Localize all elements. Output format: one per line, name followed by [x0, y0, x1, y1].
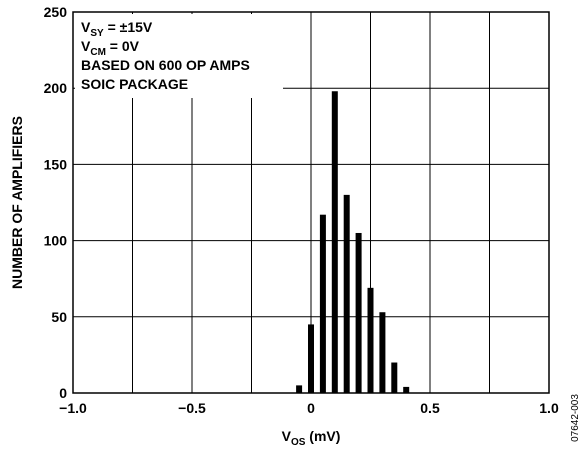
y-tick-label: 0 [59, 385, 67, 401]
x-tick-labels: −1.0 −0.5 0 0.5 1.0 [59, 400, 559, 416]
x-axis-title: VOS (mV) [282, 428, 341, 448]
y-tick-label: 100 [44, 233, 68, 249]
annotation-background [75, 14, 283, 98]
x-tick-label: 0.5 [420, 400, 440, 416]
y-tick-label: 50 [51, 309, 67, 325]
histogram-bar [379, 312, 386, 393]
x-axis-title-subscript: OS [291, 437, 306, 448]
bars-group [296, 91, 410, 394]
y-tick-label: 250 [44, 4, 68, 20]
figure-code: 07642-003 [570, 394, 581, 442]
x-tick-label: −0.5 [178, 400, 206, 416]
annotation-line: SOIC PACKAGE [81, 76, 188, 92]
histogram-bar [355, 232, 362, 393]
annotation-line: VSY = ±15V [81, 19, 153, 39]
x-axis-title-main: V [282, 428, 292, 444]
x-tick-label: 1.0 [539, 400, 559, 416]
x-tick-label: 0 [307, 400, 315, 416]
histogram-bar [343, 194, 350, 393]
x-axis-title-unit: (mV) [305, 428, 340, 444]
histogram-bar [403, 386, 410, 393]
histogram-bar [308, 324, 314, 393]
annotation-line: BASED ON 600 OP AMPS [81, 57, 250, 73]
histogram-bar [331, 91, 338, 394]
histogram-bar [296, 385, 303, 393]
y-axis-title: NUMBER OF AMPLIFIERS [9, 116, 25, 289]
x-tick-label: −1.0 [59, 400, 87, 416]
histogram-bar [391, 362, 398, 393]
annotation-line: VCM = 0V [81, 38, 140, 58]
histogram-bar [367, 287, 374, 393]
y-tick-label: 150 [44, 156, 68, 172]
histogram-bar [319, 214, 326, 393]
y-tick-labels: 0 50 100 150 200 250 [44, 4, 68, 401]
y-tick-label: 200 [44, 80, 68, 96]
plot-frame [72, 11, 550, 394]
